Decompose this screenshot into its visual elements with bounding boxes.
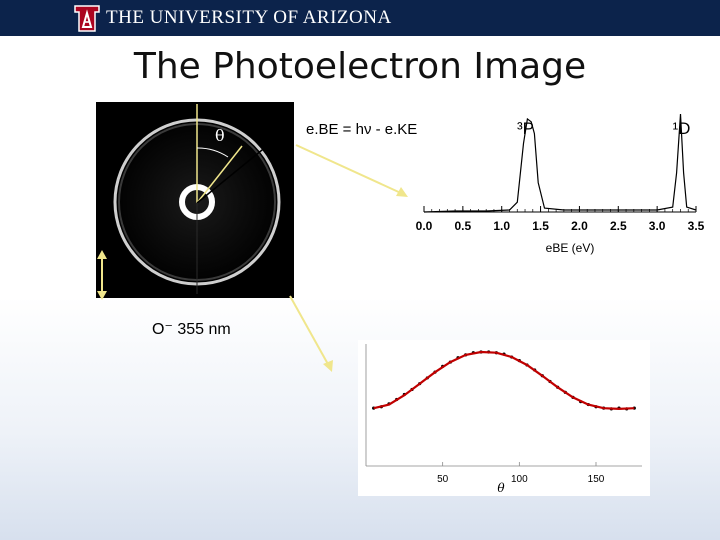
institution-name: THE UNIVERSITY OF ARIZONA <box>106 7 392 28</box>
angular-tick-label: 50 <box>437 474 449 485</box>
spectrum-tick-label: 3.5 <box>688 219 704 233</box>
radius-line <box>196 136 279 204</box>
spectrum-tick-label: 1.5 <box>532 219 549 233</box>
spectrum-tick-label: 0.0 <box>416 219 433 233</box>
arrow-to-spectrum <box>295 144 404 195</box>
spectrum-tick-label: 2.5 <box>610 219 627 233</box>
spectrum-tick-label: 0.5 <box>455 219 472 233</box>
energy-relation: e.BE = hν - e.KE <box>306 121 418 138</box>
photoelectron-image <box>96 102 294 298</box>
spectrum-tick-label: 1.0 <box>493 219 510 233</box>
anion-wavelength-label: O⁻ 355 nm <box>152 321 231 338</box>
arrow-to-angular <box>289 295 330 367</box>
angular-tick-label: 150 <box>588 474 605 485</box>
spectrum-tick-label: 3.0 <box>649 219 666 233</box>
radius-velocity-relation: r ∝ v <box>262 125 293 140</box>
angular-x-label: θ <box>497 481 505 495</box>
block-a-logo-icon <box>74 5 100 32</box>
header-bar: THE UNIVERSITY OF ARIZONA <box>0 0 720 36</box>
spectrum-peak-label: ³P <box>517 119 534 138</box>
spectrum-series-line <box>423 113 697 213</box>
spectrum-x-label: eBE (eV) <box>546 241 595 255</box>
angular-fit-line <box>373 350 635 411</box>
angular-distribution-plot: 50 100 150 θ <box>358 340 650 496</box>
photoelectron-spectrum: 0.0 0.5 1.0 1.5 2.0 2.5 3.0 3.5 eBE (eV) ³P ¹D <box>414 104 704 259</box>
theta-label: θ <box>215 126 225 145</box>
angular-tick-label: 100 <box>511 474 528 485</box>
spectrum-peak-label: ¹D <box>672 119 690 138</box>
spectrum-tick-label: 2.0 <box>571 219 588 233</box>
slide-title: The Photoelectron Image <box>133 46 587 87</box>
polarization-label: ε <box>110 266 119 286</box>
